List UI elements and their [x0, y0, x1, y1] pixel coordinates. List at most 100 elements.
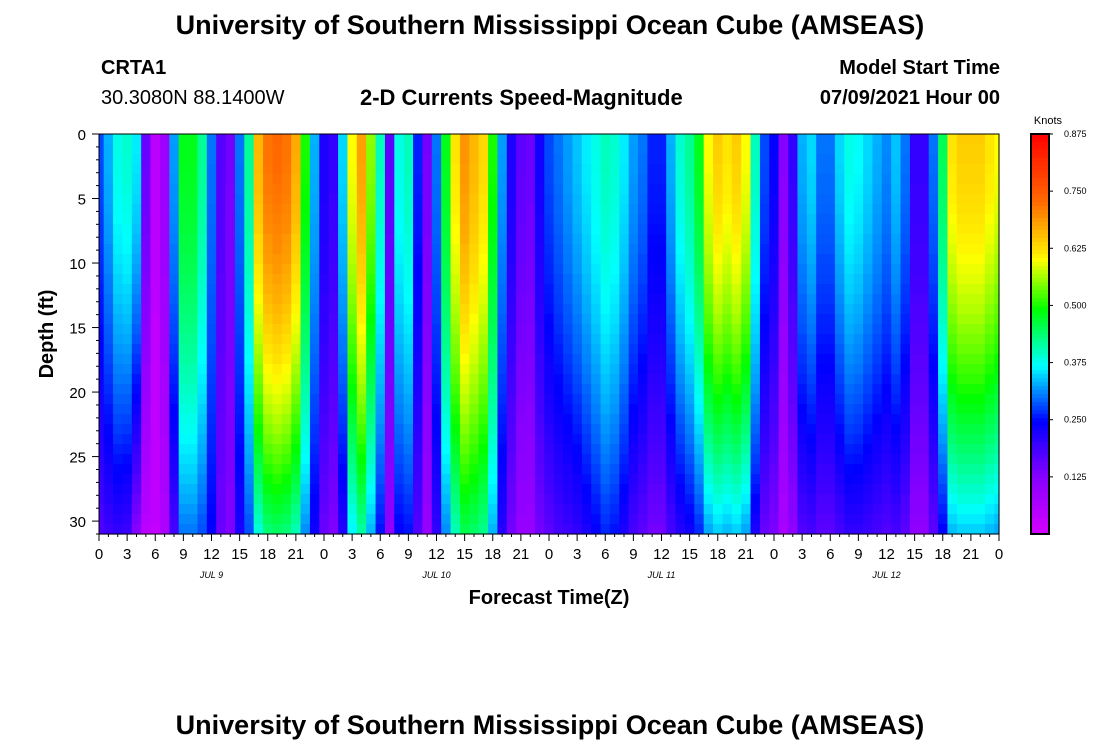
heatmap-cell: [591, 404, 602, 415]
heatmap-cell: [806, 134, 817, 145]
heatmap-cell: [750, 294, 761, 305]
colorbar-swatch: [1031, 162, 1049, 167]
heatmap-cell: [122, 184, 133, 195]
heatmap-cell: [750, 204, 761, 215]
heatmap-cell: [281, 144, 292, 155]
heatmap-cell: [619, 214, 630, 225]
heatmap-cell: [403, 154, 414, 165]
heatmap-cell: [900, 234, 911, 245]
heatmap-cell: [469, 384, 480, 395]
heatmap-cell: [853, 194, 864, 205]
heatmap-cell: [300, 474, 311, 485]
heatmap-cell: [994, 524, 1000, 535]
heatmap-cell: [413, 484, 424, 495]
heatmap-cell: [178, 264, 189, 275]
heatmap-cell: [722, 134, 733, 145]
heatmap-cell: [234, 474, 245, 485]
heatmap-cell: [928, 524, 939, 535]
heatmap-cell: [844, 204, 855, 215]
heatmap-cell: [966, 514, 977, 525]
heatmap-cell: [141, 294, 152, 305]
heatmap-cell: [516, 454, 527, 465]
heatmap-cell: [169, 464, 180, 475]
heatmap-cell: [806, 434, 817, 445]
heatmap-cell: [591, 514, 602, 525]
colorbar-swatch: [1031, 222, 1049, 227]
heatmap-cell: [394, 524, 405, 535]
heatmap-cell: [356, 444, 367, 455]
heatmap-cell: [384, 154, 395, 165]
heatmap-cell: [881, 224, 892, 235]
heatmap-cell: [563, 474, 574, 485]
heatmap-cell: [413, 354, 424, 365]
heatmap-cell: [384, 324, 395, 335]
heatmap-cell: [253, 344, 264, 355]
heatmap-cell: [806, 194, 817, 205]
heatmap-cell: [891, 234, 902, 245]
heatmap-cell: [422, 154, 433, 165]
heatmap-cell: [459, 334, 470, 345]
heatmap-cell: [703, 454, 714, 465]
heatmap-cell: [422, 164, 433, 175]
colorbar-swatch: [1031, 370, 1049, 375]
heatmap-cell: [600, 364, 611, 375]
heatmap-cell: [413, 264, 424, 275]
heatmap-cell: [694, 184, 705, 195]
heatmap-cell: [713, 444, 724, 455]
heatmap-cell: [300, 294, 311, 305]
heatmap-cell: [244, 184, 255, 195]
heatmap-cell: [272, 514, 283, 525]
heatmap-cell: [994, 404, 1000, 415]
heatmap-cell: [731, 294, 742, 305]
heatmap-cell: [300, 354, 311, 365]
heatmap-cell: [750, 474, 761, 485]
heatmap-cell: [919, 224, 930, 235]
heatmap-cell: [422, 464, 433, 475]
heatmap-cell: [431, 374, 442, 385]
heatmap-cell: [666, 374, 677, 385]
heatmap-cell: [422, 384, 433, 395]
heatmap-cell: [956, 444, 967, 455]
heatmap-cell: [534, 294, 545, 305]
heatmap-cell: [675, 374, 686, 385]
heatmap-cell: [131, 364, 142, 375]
heatmap-cell: [99, 394, 105, 405]
heatmap-cell: [159, 394, 170, 405]
heatmap-cell: [900, 334, 911, 345]
heatmap-cell: [225, 504, 236, 515]
heatmap-cell: [159, 294, 170, 305]
heatmap-cell: [722, 484, 733, 495]
heatmap-cell: [263, 164, 274, 175]
heatmap-cell: [647, 304, 658, 315]
heatmap-cell: [291, 304, 302, 315]
heatmap-cell: [966, 464, 977, 475]
heatmap-cell: [956, 374, 967, 385]
heatmap-cell: [169, 264, 180, 275]
heatmap-cell: [431, 274, 442, 285]
heatmap-cell: [300, 204, 311, 215]
x-tick-label: 18: [709, 546, 726, 563]
heatmap-cell: [909, 454, 920, 465]
heatmap-cell: [759, 424, 770, 435]
heatmap-cell: [384, 274, 395, 285]
heatmap-cell: [891, 514, 902, 525]
heatmap-cell: [225, 284, 236, 295]
heatmap-cell: [750, 464, 761, 475]
colorbar-swatch: [1031, 410, 1049, 415]
heatmap-cell: [816, 414, 827, 425]
heatmap-cell: [469, 304, 480, 315]
heatmap-cell: [366, 514, 377, 525]
heatmap-cell: [244, 484, 255, 495]
heatmap-cell: [272, 274, 283, 285]
colorbar-swatch: [1031, 146, 1049, 151]
heatmap-cell: [375, 524, 386, 535]
heatmap-cell: [919, 234, 930, 245]
heatmap-cell: [150, 154, 161, 165]
heatmap-cell: [319, 264, 330, 275]
heatmap-cell: [441, 384, 452, 395]
heatmap-cell: [244, 304, 255, 315]
heatmap-cell: [272, 294, 283, 305]
heatmap-cell: [975, 374, 986, 385]
heatmap-cell: [338, 344, 349, 355]
heatmap-cell: [122, 474, 133, 485]
